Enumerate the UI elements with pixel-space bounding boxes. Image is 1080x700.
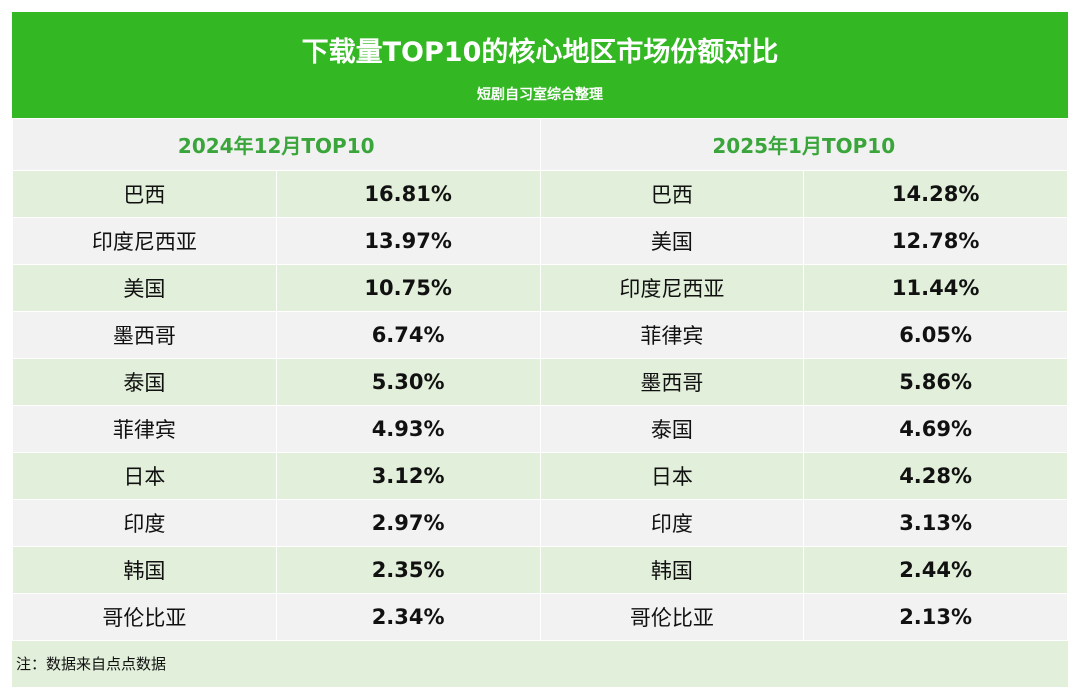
region-name: 泰国 [539,405,805,453]
region-name: 韩国 [539,546,805,594]
share-value: 2.35% [275,546,541,594]
share-value: 5.86% [803,358,1068,406]
column-header-jan-2025: 2025年1月TOP10 [539,118,1068,171]
region-name: 印度 [539,499,805,547]
share-value: 6.74% [275,311,541,359]
region-name: 印度 [12,499,277,547]
share-value: 16.81% [275,170,541,218]
share-value: 5.30% [275,358,541,406]
region-name: 美国 [539,217,805,265]
table-row: 菲律宾 4.93% 泰国 4.69% [12,405,1068,453]
table-row: 印度 2.97% 印度 3.13% [12,499,1068,547]
table-row: 日本 3.12% 日本 4.28% [12,452,1068,500]
share-value: 10.75% [275,264,541,312]
share-value: 3.13% [803,499,1068,547]
share-value: 4.28% [803,452,1068,500]
region-name: 日本 [12,452,277,500]
table-row: 美国 10.75% 印度尼西亚 11.44% [12,264,1068,312]
share-value: 2.34% [275,593,541,641]
share-value: 12.78% [803,217,1068,265]
table-row: 哥伦比亚 2.34% 哥伦比亚 2.13% [12,593,1068,641]
column-header-row: 2024年12月TOP10 2025年1月TOP10 [12,118,1068,171]
region-name: 哥伦比亚 [12,593,277,641]
share-value: 2.44% [803,546,1068,594]
table-row: 墨西哥 6.74% 菲律宾 6.05% [12,311,1068,359]
page-title: 下载量TOP10的核心地区市场份额对比 [301,37,779,68]
region-name: 墨西哥 [539,358,805,406]
share-value: 2.97% [275,499,541,547]
column-header-dec-2024: 2024年12月TOP10 [12,118,541,171]
share-value: 11.44% [803,264,1068,312]
region-name: 巴西 [539,170,805,218]
share-value: 4.69% [803,405,1068,453]
region-name: 印度尼西亚 [12,217,277,265]
region-name: 巴西 [12,170,277,218]
share-value: 13.97% [275,217,541,265]
header-banner: 下载量TOP10的核心地区市场份额对比 短剧自习室综合整理 [12,12,1068,118]
source-note: 注：数据来自点点数据 [12,641,1068,687]
table-row: 泰国 5.30% 墨西哥 5.86% [12,358,1068,406]
region-name: 美国 [12,264,277,312]
share-value: 6.05% [803,311,1068,359]
region-name: 墨西哥 [12,311,277,359]
share-value: 3.12% [275,452,541,500]
region-name: 菲律宾 [539,311,805,359]
comparison-table: 2024年12月TOP10 2025年1月TOP10 巴西 16.81% 巴西 14.… [12,118,1068,641]
region-name: 韩国 [12,546,277,594]
region-name: 哥伦比亚 [539,593,805,641]
region-name: 印度尼西亚 [539,264,805,312]
share-value: 14.28% [803,170,1068,218]
share-value: 4.93% [275,405,541,453]
region-name: 日本 [539,452,805,500]
share-table-card: 下载量TOP10的核心地区市场份额对比 短剧自习室综合整理 2024年12月TO… [12,12,1068,687]
table-row: 巴西 16.81% 巴西 14.28% [12,170,1068,218]
subtitle: 短剧自习室综合整理 [477,87,603,103]
table-row: 韩国 2.35% 韩国 2.44% [12,546,1068,594]
region-name: 菲律宾 [12,405,277,453]
table-row: 印度尼西亚 13.97% 美国 12.78% [12,217,1068,265]
share-value: 2.13% [803,593,1068,641]
region-name: 泰国 [12,358,277,406]
